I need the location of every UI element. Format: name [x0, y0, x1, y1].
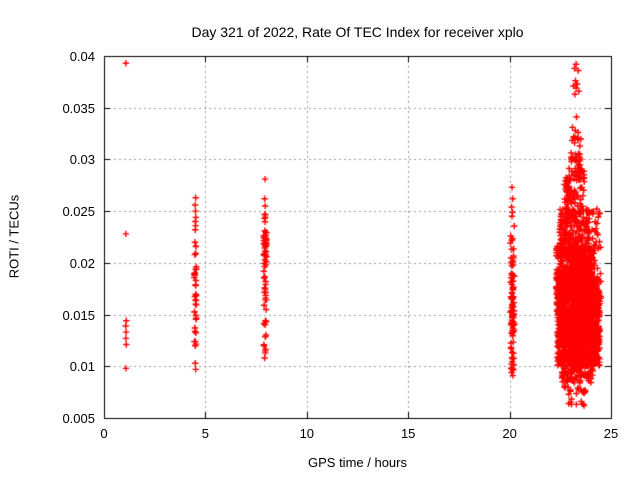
y-axis-label: ROTI / TECUs [6, 194, 22, 279]
x-axis-label: GPS time / hours [308, 455, 407, 470]
x-tick-label: 15 [400, 426, 416, 441]
x-tick-label: 20 [502, 426, 517, 441]
y-tick-label: 0.005 [62, 411, 95, 426]
y-tick-label: 0.025 [62, 204, 95, 220]
y-tick-label: 0.015 [62, 307, 95, 323]
y-tick-label: 0.01 [69, 359, 95, 375]
y-tick-label: 0.035 [62, 100, 95, 116]
chart-title: Day 321 of 2022, Rate Of TEC Index for r… [191, 24, 524, 40]
y-tick-label: 0.04 [69, 49, 95, 64]
x-tick-label: 25 [603, 426, 619, 441]
x-tick-label: 5 [201, 426, 210, 441]
y-tick-label: 0.03 [69, 152, 95, 168]
x-tick-label: 0 [100, 426, 108, 441]
y-tick-label: 0.02 [69, 255, 95, 271]
x-tick-label: 10 [299, 426, 315, 441]
